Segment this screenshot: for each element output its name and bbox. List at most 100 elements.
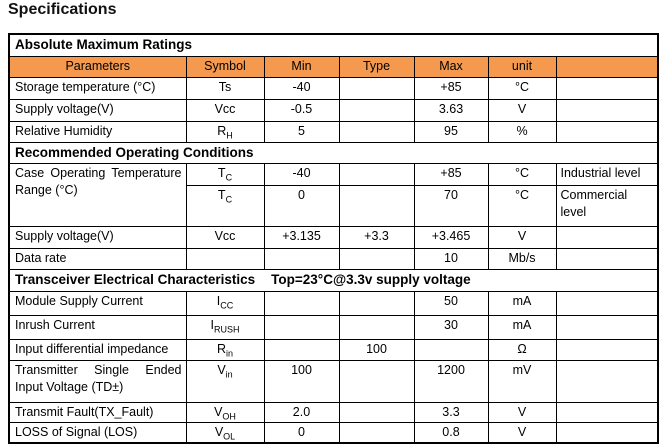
parameter-line: LOSS of Signal (LOS) bbox=[15, 424, 138, 439]
cell-parameter: Transmit Fault(TX_Fault) bbox=[8, 401, 187, 423]
cell-type bbox=[338, 120, 415, 143]
parameter-line: Range (°C) bbox=[15, 182, 78, 197]
column-header-row: Parameters Symbol Min Type Max unit bbox=[8, 55, 659, 78]
cell-note bbox=[555, 225, 659, 249]
table-row: Module Supply Current ICC 50 mA bbox=[8, 290, 659, 316]
cell-note bbox=[555, 359, 659, 403]
cell-parameter: Inrush Current bbox=[8, 314, 187, 340]
column-header-parameters: Parameters bbox=[8, 55, 187, 78]
cell-type bbox=[338, 401, 415, 423]
cell-max: +85 bbox=[413, 76, 489, 100]
cell-type bbox=[338, 76, 415, 100]
page-title: Specifications bbox=[8, 1, 117, 18]
cell-symbol: Vin bbox=[185, 359, 265, 403]
cell-type: 100 bbox=[338, 338, 415, 361]
cell-max: 3.63 bbox=[413, 98, 489, 122]
column-header-max: Max bbox=[413, 55, 489, 78]
parameter-line: Input Voltage (TD±) bbox=[15, 379, 124, 394]
cell-unit: Ω bbox=[487, 338, 557, 361]
cell-parameter: Storage temperature (°C) bbox=[8, 76, 187, 100]
cell-parameter: Supply voltage(V) bbox=[8, 98, 187, 122]
cell-min: 5 bbox=[263, 120, 340, 143]
cell-parameter: Data rate bbox=[8, 247, 187, 270]
cell-type bbox=[338, 359, 415, 403]
column-header-symbol: Symbol bbox=[185, 55, 265, 78]
cell-symbol: VOH bbox=[185, 401, 265, 423]
column-header-unit: unit bbox=[487, 55, 557, 78]
cell-symbol: TC bbox=[185, 162, 265, 186]
column-header-min: Min bbox=[263, 55, 340, 78]
cell-min: 2.0 bbox=[263, 401, 340, 423]
cell-type bbox=[338, 290, 415, 316]
cell-unit: V bbox=[487, 401, 557, 423]
cell-min: 100 bbox=[263, 359, 340, 403]
cell-type bbox=[338, 314, 415, 340]
cell-symbol: IRUSH bbox=[185, 314, 265, 340]
cell-note bbox=[555, 338, 659, 361]
cell-unit: mA bbox=[487, 314, 557, 340]
cell-max: 50 bbox=[413, 290, 489, 316]
table-row: LOSS of Signal (LOS) VOL 0 0.8 V bbox=[8, 421, 659, 444]
table-row: Inrush Current IRUSH 30 mA bbox=[8, 314, 659, 340]
cell-unit: mA bbox=[487, 290, 557, 316]
cell-max: +3.465 bbox=[413, 225, 489, 249]
parameter-line: Transmitter Single Ended bbox=[15, 362, 182, 377]
cell-type bbox=[338, 184, 415, 227]
cell-max: 30 bbox=[413, 314, 489, 340]
parameter-line: Inrush Current bbox=[15, 317, 95, 332]
cell-max: 70 bbox=[413, 184, 489, 227]
cell-note bbox=[555, 290, 659, 316]
cell-symbol: Ts bbox=[185, 76, 265, 100]
cell-unit: V bbox=[487, 98, 557, 122]
parameter-line: Transmit Fault(TX_Fault) bbox=[15, 404, 154, 419]
section-condition: Top=23°C@3.3v supply voltage bbox=[271, 271, 471, 287]
cell-max: 3.3 bbox=[413, 401, 489, 423]
section-title: Absolute Maximum Ratings bbox=[15, 37, 193, 52]
cell-note bbox=[555, 421, 659, 444]
cell-unit: mV bbox=[487, 359, 557, 403]
cell-type bbox=[338, 98, 415, 122]
cell-symbol bbox=[185, 247, 265, 270]
parameter-line: Supply voltage(V) bbox=[15, 101, 114, 116]
parameter-line: Input differential impedance bbox=[15, 341, 169, 356]
parameter-line: Storage temperature (°C) bbox=[15, 79, 156, 94]
cell-parameter: LOSS of Signal (LOS) bbox=[8, 421, 187, 444]
section-row: Recommended Operating Conditions bbox=[8, 141, 659, 164]
table-row: Supply voltage(V) Vcc +3.135 +3.3 +3.465 V bbox=[8, 225, 659, 249]
cell-unit: °C bbox=[487, 184, 557, 227]
cell-parameter: Case Operating Temperature Range (°C) bbox=[8, 162, 187, 227]
table-row: Data rate 10 Mb/s bbox=[8, 247, 659, 270]
cell-max: 10 bbox=[413, 247, 489, 270]
spec-table-body: Absolute Maximum Ratings Parameters Symbol… bbox=[8, 33, 659, 444]
cell-min: 0 bbox=[263, 184, 340, 227]
table-row: Transmitter Single Ended Input Voltage (T… bbox=[8, 359, 659, 403]
table-row: Case Operating Temperature Range (°C) TC -4… bbox=[8, 162, 659, 227]
cell-unit: V bbox=[487, 421, 557, 444]
column-header-blank bbox=[555, 55, 659, 78]
cell-min bbox=[263, 338, 340, 361]
cell-parameter: Module Supply Current bbox=[8, 290, 187, 316]
cell-note: Industrial level bbox=[555, 162, 659, 186]
cell-min: -40 bbox=[263, 162, 340, 186]
parameter-line: Module Supply Current bbox=[15, 293, 143, 308]
spec-table: Absolute Maximum Ratings Parameters Symbol… bbox=[8, 33, 660, 444]
section-row: Absolute Maximum Ratings bbox=[8, 33, 659, 57]
section-title: Transceiver Electrical Characteristics bbox=[15, 271, 256, 287]
parameter-line: Data rate bbox=[15, 250, 67, 265]
cell-parameter: Supply voltage(V) bbox=[8, 225, 187, 249]
cell-type: +3.3 bbox=[338, 225, 415, 249]
cell-note bbox=[555, 314, 659, 340]
section-header-cell: Recommended Operating Conditions bbox=[8, 141, 659, 164]
cell-unit: % bbox=[487, 120, 557, 143]
cell-max: 0.8 bbox=[413, 421, 489, 444]
cell-unit: Mb/s bbox=[487, 247, 557, 270]
cell-unit: °C bbox=[487, 162, 557, 186]
cell-max: +85 bbox=[413, 162, 489, 186]
cell-max: 1200 bbox=[413, 359, 489, 403]
section-row: Transceiver Electrical Characteristics To… bbox=[8, 268, 659, 292]
cell-type bbox=[338, 247, 415, 270]
cell-unit: V bbox=[487, 225, 557, 249]
cell-type bbox=[338, 162, 415, 186]
cell-symbol: Vcc bbox=[185, 225, 265, 249]
